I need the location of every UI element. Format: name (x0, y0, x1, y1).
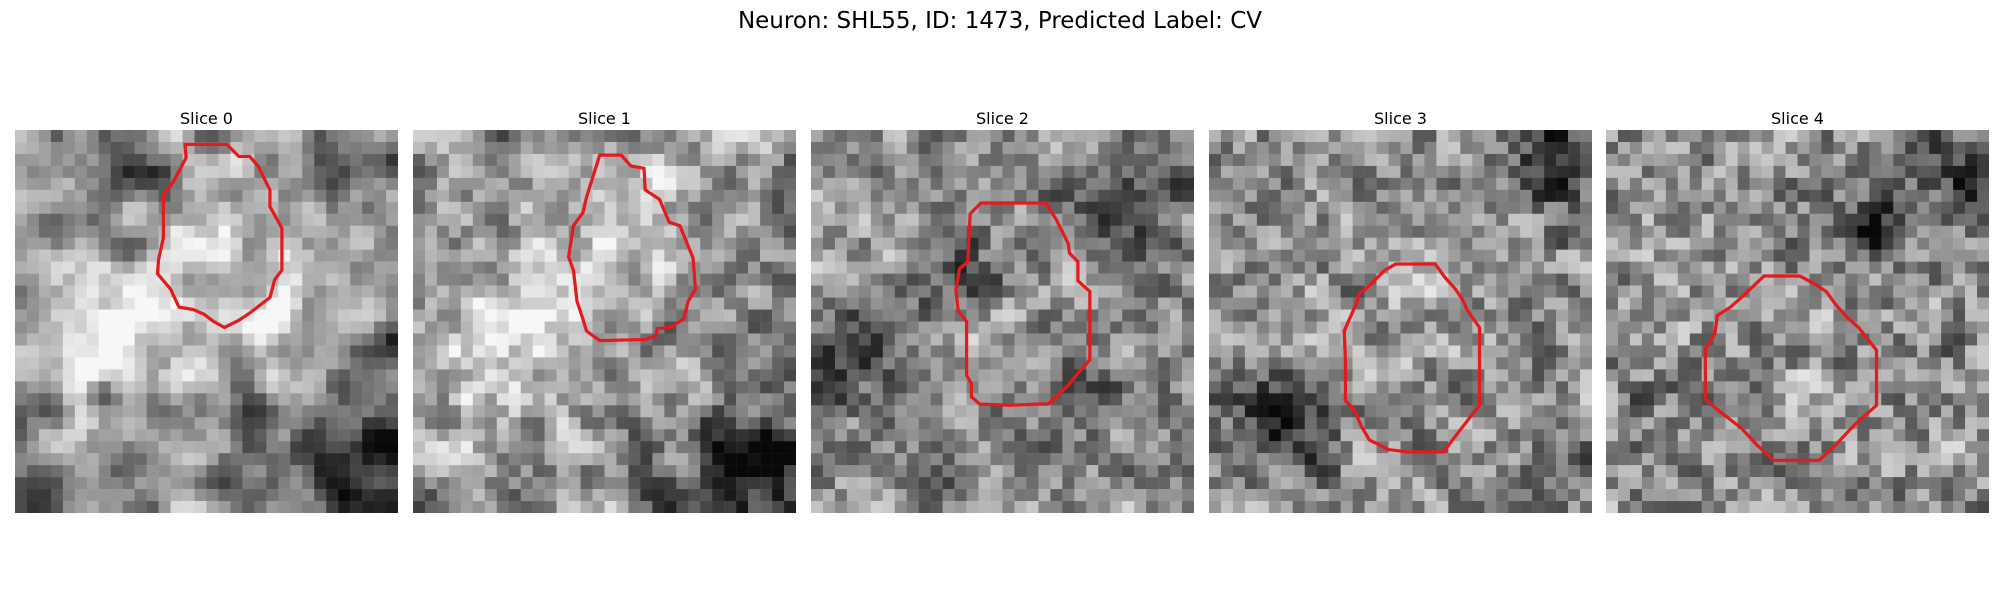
slice-panel-3: Slice 3 (1209, 108, 1592, 513)
slice-image-4 (1606, 130, 1989, 513)
slice-title: Slice 0 (180, 109, 233, 128)
neuron-contour (155, 142, 284, 330)
slice-title: Slice 3 (1374, 109, 1427, 128)
slice-title: Slice 2 (976, 109, 1029, 128)
slice-panel-2: Slice 2 (811, 108, 1194, 513)
pixel-grid (413, 130, 796, 513)
pixel-grid (811, 130, 1194, 513)
slice-title: Slice 1 (578, 109, 631, 128)
neuron-contour (1703, 274, 1879, 462)
pixel-grid (1209, 130, 1592, 513)
figure-title: Neuron: SHL55, ID: 1473, Predicted Label… (737, 8, 1263, 34)
neuron-contour (954, 201, 1092, 407)
slice-image-0 (15, 130, 398, 513)
slice-image-2 (811, 130, 1194, 513)
slice-image-3 (1209, 130, 1592, 513)
slice-panel-4: Slice 4 (1606, 108, 1989, 513)
neuron-contour (1342, 262, 1482, 454)
pixel-grid (15, 130, 398, 513)
slice-panel-0: Slice 0 (15, 108, 398, 513)
pixel-grid (1606, 130, 1989, 513)
slice-panel-1: Slice 1 (413, 108, 796, 513)
slice-title: Slice 4 (1771, 109, 1824, 128)
slice-image-1 (413, 130, 796, 513)
neuron-contour (566, 153, 698, 343)
